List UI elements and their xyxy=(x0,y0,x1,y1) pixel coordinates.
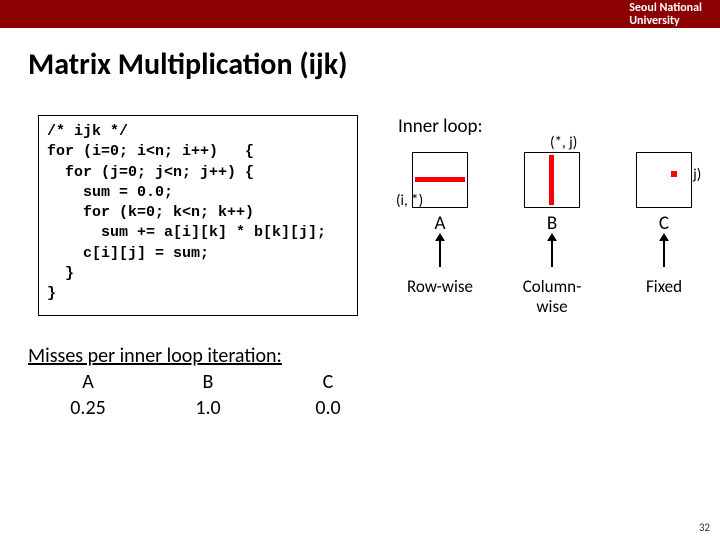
code-l8: } xyxy=(47,285,56,302)
arrow-a xyxy=(398,239,482,275)
misses-col-a: A xyxy=(28,370,148,394)
header-bar: Seoul National University xyxy=(0,0,720,28)
matrix-c-label: C xyxy=(622,212,706,235)
matrix-b xyxy=(524,152,580,208)
code-l6: c[i][j] = sum; xyxy=(47,245,209,262)
misses-val-b: 1.0 xyxy=(148,396,268,420)
pattern-c: Fixed xyxy=(622,277,706,297)
code-l0: /* ijk */ xyxy=(47,123,128,140)
matrix-b-col: (*, j) B Column- wise xyxy=(510,152,594,316)
matrix-a-label: A xyxy=(398,212,482,235)
code-l1: for (i=0; i<n; i++) { xyxy=(47,143,254,160)
university-name: Seoul National University xyxy=(629,2,702,28)
code-l2: for (j=0; j<n; j++) { xyxy=(47,164,254,181)
matrix-b-annot: (*, j) xyxy=(550,134,577,152)
misses-col-c: C xyxy=(268,370,388,394)
matrix-b-colline xyxy=(549,155,554,205)
misses-val-a: 0.25 xyxy=(28,396,148,420)
uni-line2: University xyxy=(629,14,680,28)
arrow-b xyxy=(510,239,594,275)
right-panel: Inner loop: (i, *) A Row-wise (*, j) xyxy=(358,115,720,316)
misses-value-row: 0.25 1.0 0.0 xyxy=(28,396,720,420)
matrix-b-label: B xyxy=(510,212,594,235)
code-l5: sum += a[i][k] * b[k][j]; xyxy=(47,224,326,241)
matrix-c-dot xyxy=(671,171,677,177)
misses-header-row: A B C xyxy=(28,370,720,394)
pattern-b: Column- wise xyxy=(510,277,594,316)
matrix-c xyxy=(636,152,692,208)
pattern-a: Row-wise xyxy=(398,277,482,297)
code-l4: for (k=0; k<n; k++) xyxy=(47,204,254,221)
misses-section: Misses per inner loop iteration: A B C 0… xyxy=(28,344,720,420)
page-number: 32 xyxy=(699,521,710,534)
page-title: Matrix Multiplication (ijk) xyxy=(28,46,720,83)
matrix-row: (i, *) A Row-wise (*, j) B Column- wise xyxy=(398,152,720,316)
uni-line1: Seoul National xyxy=(629,1,702,15)
matrix-a-annot: (i, *) xyxy=(396,192,423,210)
matrix-a-col: (i, *) A Row-wise xyxy=(398,152,482,297)
code-l7: } xyxy=(47,265,74,282)
misses-val-c: 0.0 xyxy=(268,396,388,420)
arrow-c xyxy=(622,239,706,275)
misses-col-b: B xyxy=(148,370,268,394)
code-l3: sum = 0.0; xyxy=(47,184,173,201)
code-block: /* ijk */ for (i=0; i<n; i++) { for (j=0… xyxy=(38,115,358,316)
misses-title: Misses per inner loop iteration: xyxy=(28,344,720,368)
matrix-a-rowline xyxy=(415,177,465,182)
matrix-c-col: (i, j) C Fixed xyxy=(622,152,706,297)
content: /* ijk */ for (i=0; i<n; i++) { for (j=0… xyxy=(0,115,720,316)
